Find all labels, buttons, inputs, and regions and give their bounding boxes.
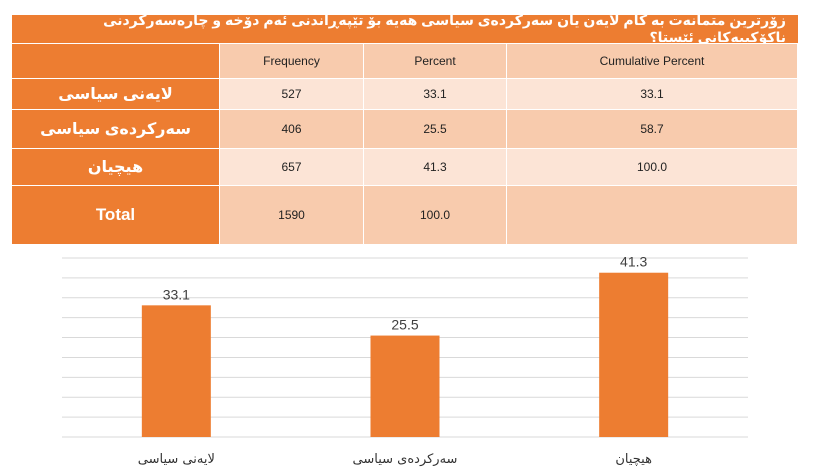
data-label: 33.1 bbox=[163, 286, 190, 302]
category-label: لایەنی سیاسی bbox=[138, 452, 215, 467]
chart-data-labels: 33.1 25.5 41.3 bbox=[163, 254, 648, 333]
row-political-party-percent: 33.1 bbox=[364, 79, 507, 110]
header-corner-cell bbox=[12, 44, 220, 79]
bar-chart: 33.1 25.5 41.3 لایەنی سیاسی سەرکردەی سیاسی ه… bbox=[62, 254, 748, 467]
header-percent: Percent bbox=[364, 44, 507, 79]
row-label-none: هیچیان bbox=[12, 149, 220, 186]
category-label: هیچیان bbox=[615, 452, 652, 467]
row-total-cumulative bbox=[507, 186, 798, 245]
row-total-percent: 100.0 bbox=[364, 186, 507, 245]
row-political-leader-cumulative: 58.7 bbox=[507, 110, 798, 149]
row-political-party-cumulative: 33.1 bbox=[507, 79, 798, 110]
table-grid: Frequency Percent Cumulative Percent لای… bbox=[12, 44, 798, 245]
chart-bars bbox=[141, 272, 669, 437]
row-none-cumulative: 100.0 bbox=[507, 149, 798, 186]
data-label: 25.5 bbox=[391, 317, 418, 333]
row-none-frequency: 657 bbox=[220, 149, 364, 186]
bar bbox=[370, 335, 440, 437]
header-frequency: Frequency bbox=[220, 44, 364, 79]
chart-category-labels: لایەنی سیاسی سەرکردەی سیاسی هیچیان bbox=[138, 452, 652, 467]
row-label-total: Total bbox=[12, 186, 220, 245]
row-label-political-leader: سەرکردەی سیاسی bbox=[12, 110, 220, 149]
bar bbox=[141, 305, 211, 437]
category-label: سەرکردەی سیاسی bbox=[353, 452, 458, 467]
row-none-percent: 41.3 bbox=[364, 149, 507, 186]
row-label-political-party: لایەنی سیاسی bbox=[12, 79, 220, 110]
row-political-leader-percent: 25.5 bbox=[364, 110, 507, 149]
row-political-leader-frequency: 406 bbox=[220, 110, 364, 149]
frequency-table: زۆرترین متمانەت بە کام لایەن یان سەرکردە… bbox=[12, 12, 798, 245]
header-cumulative-percent: Cumulative Percent bbox=[507, 44, 798, 79]
data-label: 41.3 bbox=[620, 254, 647, 270]
bar bbox=[599, 272, 669, 437]
row-total-frequency: 1590 bbox=[220, 186, 364, 245]
table-title: زۆرترین متمانەت بە کام لایەن یان سەرکردە… bbox=[12, 12, 798, 45]
row-political-party-frequency: 527 bbox=[220, 79, 364, 110]
